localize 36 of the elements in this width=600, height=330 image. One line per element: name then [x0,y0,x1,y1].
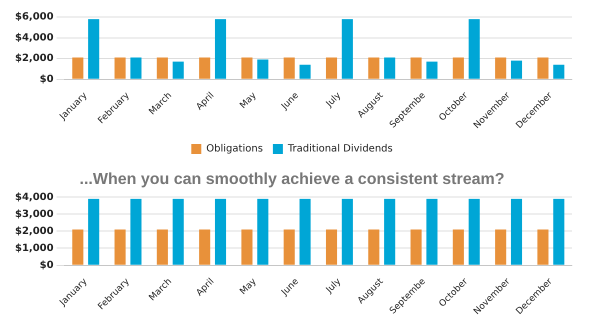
bar [368,57,380,79]
bar [114,57,126,79]
bar [342,19,353,79]
y-tick-label: $3,000 [14,208,54,220]
y-tick-label: $6,000 [14,12,54,23]
y-tick-label: $1,000 [14,242,54,254]
bar [537,57,548,79]
bar [284,57,295,79]
bar [130,57,142,79]
bar [300,64,311,79]
y-tick-label: $2,000 [14,53,54,64]
bar [172,62,184,79]
y-tick-label: $0 [40,74,54,85]
bar [72,57,84,79]
y-tick-label: $2,000 [14,226,54,237]
y-tick-label: $4,000 [14,32,54,44]
legend-label: Traditional Dividends [286,144,393,155]
bar [88,19,100,79]
bar [257,60,268,79]
bar [553,64,564,79]
bar [384,57,396,79]
bar [452,57,464,79]
bar [199,57,210,79]
bar [426,62,438,79]
bar [468,19,480,79]
bar [241,57,252,79]
bar [326,57,338,79]
bar [156,57,168,79]
y-tick-label: $0 [40,260,54,271]
chart-title: ...When you can smoothly achieve a consistent stream? [79,171,505,188]
bar [510,60,522,79]
legend-label: Obligations [206,144,263,155]
bar [214,19,226,79]
bar [495,57,506,79]
bar [410,57,422,79]
y-tick-label: $4,000 [14,192,54,203]
